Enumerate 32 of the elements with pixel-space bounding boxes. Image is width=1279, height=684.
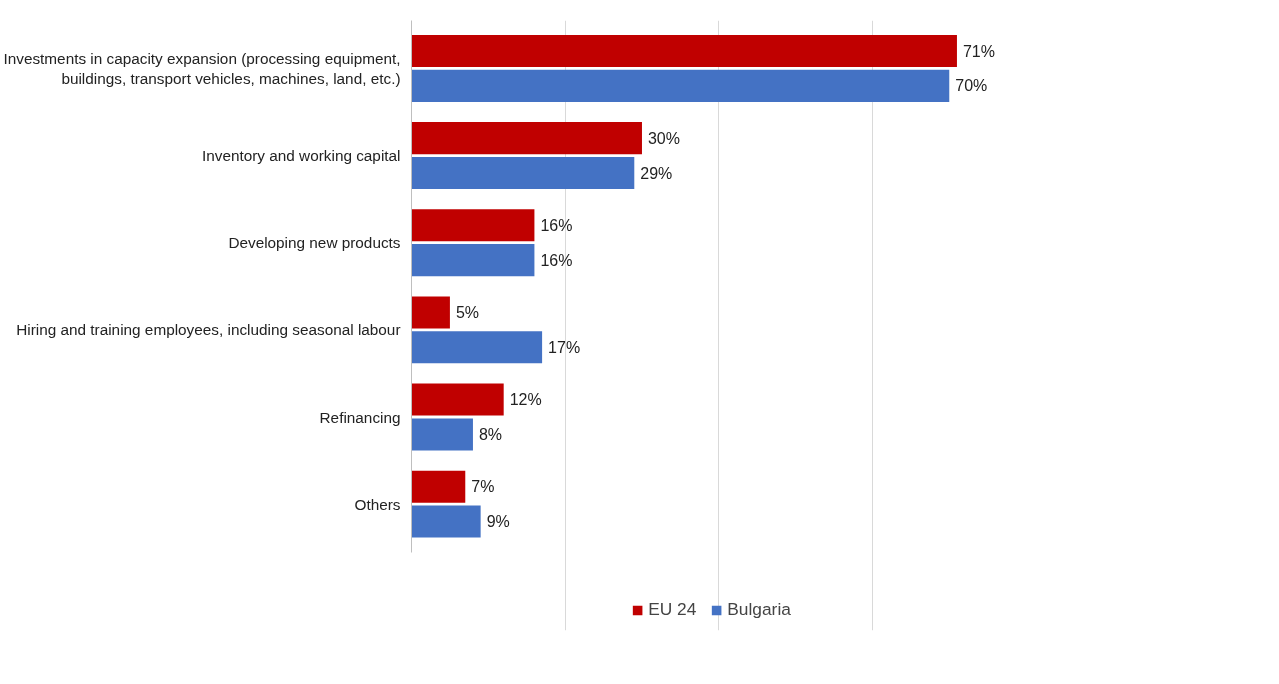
legend-label: Bulgaria <box>727 599 791 620</box>
y-tick-label: Inventory and working capital <box>201 147 401 165</box>
bar <box>411 34 957 68</box>
bar <box>411 331 543 364</box>
data-label: 30% <box>647 129 681 147</box>
data-label: 17% <box>548 338 581 356</box>
y-tick-label: Refinancing <box>319 408 401 426</box>
bar <box>411 418 473 451</box>
bar <box>411 69 950 102</box>
bar <box>411 505 481 538</box>
bar <box>411 122 642 155</box>
bar <box>411 209 535 242</box>
data-label: 8% <box>478 425 503 443</box>
data-label: 29% <box>640 164 673 182</box>
data-label: 16% <box>540 216 573 234</box>
data-label: 16% <box>540 251 573 269</box>
data-label: 7% <box>471 478 495 496</box>
bar <box>411 244 535 277</box>
bar <box>411 296 450 329</box>
bar <box>411 383 504 416</box>
data-label: 70% <box>955 77 988 95</box>
bar <box>411 470 466 503</box>
bar <box>411 156 635 190</box>
y-tick-label: Developing new products <box>228 234 401 252</box>
data-label: 9% <box>486 513 510 531</box>
y-tick-label: Investments in capacity expansion (processing equipment, buildings, transport vehicles, machines, land, etc.) <box>3 49 401 88</box>
y-tick-label: Others <box>354 495 401 513</box>
data-label: 71% <box>962 42 995 60</box>
data-label: 12% <box>509 391 542 409</box>
y-tick-label: Hiring and training employees, including seasonal labour <box>16 321 401 339</box>
legend-label: EU 24 <box>648 599 697 620</box>
data-label: 5% <box>455 303 480 321</box>
